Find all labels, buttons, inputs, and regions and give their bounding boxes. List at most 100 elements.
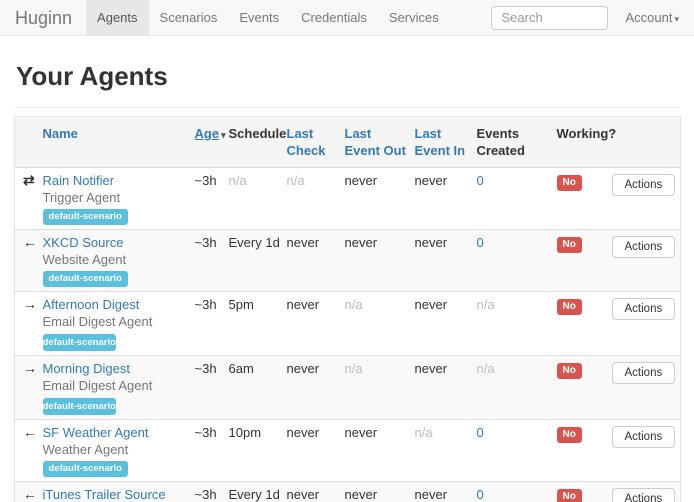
working-cell: No — [556, 481, 612, 502]
direction-cell: → — [14, 355, 43, 420]
last-event-in-cell: never — [414, 167, 477, 230]
events-count-link[interactable]: 0 — [476, 173, 484, 188]
table-row: ← XKCD Source Website Agent default-scen… — [14, 229, 681, 292]
age-column-header: Age ▾ — [194, 116, 229, 168]
actions-button-label: Actions — [624, 431, 663, 443]
agent-name-cell: Afternoon Digest Email Digest Agent defa… — [42, 291, 195, 356]
events-created-cell: n/a — [476, 355, 557, 420]
nav-item-services-label[interactable]: Services — [388, 9, 439, 25]
nav-item-services[interactable]: Services — [378, 0, 450, 36]
actions-cell: Actions — [611, 229, 681, 292]
agent-name-link[interactable]: Rain Notifier — [42, 173, 115, 188]
nav-item-credentials[interactable]: Credentials — [290, 0, 378, 36]
working-cell: No — [556, 229, 612, 292]
schedule-column-header: Schedule — [228, 116, 287, 168]
agent-name-cell: Rain Notifier Trigger Agent default-scen… — [42, 167, 195, 230]
agent-subline: Trigger Agent default-scenario — [42, 189, 189, 225]
last-event-in-cell: never — [414, 355, 477, 420]
agent-name-cell: XKCD Source Website Agent default-scenar… — [42, 229, 195, 292]
last-event-out-cell: never — [344, 167, 415, 230]
actions-button[interactable]: Actions — [611, 488, 676, 502]
agent-name-link[interactable]: Morning Digest — [42, 361, 130, 376]
scenario-badge[interactable]: default-scenario — [42, 398, 116, 415]
events-count-link[interactable]: 0 — [476, 235, 484, 250]
sort-by-name-link[interactable]: Name — [42, 126, 78, 141]
working-badge: No — [556, 489, 582, 502]
brand-huginn[interactable]: Huginn — [15, 7, 73, 28]
agent-subline: Weather Agent default-scenario — [42, 441, 189, 477]
account-label: Account — [625, 10, 673, 25]
events-count-link[interactable]: 0 — [476, 425, 484, 440]
caret-down-icon: ▾ — [674, 14, 679, 24]
arrow-left-icon: ← — [23, 486, 37, 502]
sort-by-last-event-out-link[interactable]: Last Event Out — [344, 126, 406, 158]
arrow-left-icon: ← — [23, 424, 37, 440]
schedule-cell: n/a — [228, 167, 287, 230]
sort-by-last-check-link[interactable]: Last Check — [286, 126, 326, 158]
agent-subline: Email Digest Agent default-scenario — [42, 377, 189, 415]
age-cell: ~3h — [194, 355, 229, 420]
agent-name-link[interactable]: Afternoon Digest — [42, 297, 140, 312]
actions-cell: Actions — [611, 355, 681, 420]
search-input[interactable] — [491, 5, 609, 30]
agent-name-link[interactable]: SF Weather Agent — [42, 425, 149, 440]
last-event-out-cell: never — [344, 481, 415, 502]
agent-type-label: Email Digest Agent — [42, 378, 153, 393]
working-column-header: Working? — [556, 116, 616, 168]
actions-button[interactable]: Actions — [611, 174, 676, 196]
nav-item-credentials-label[interactable]: Credentials — [301, 9, 367, 25]
agent-type-label: Website Agent — [42, 252, 127, 267]
agent-name-link[interactable]: XKCD Source — [42, 235, 124, 250]
agent-name-link[interactable]: iTunes Trailer Source — [42, 487, 166, 502]
scenario-badge[interactable]: default-scenario — [42, 271, 128, 287]
sort-by-age-link[interactable]: Age — [194, 126, 220, 141]
working-badge: No — [556, 175, 582, 191]
agent-name-cell: iTunes Trailer Source Website Agent defa… — [42, 481, 195, 502]
actions-button-label: Actions — [624, 493, 663, 502]
scenario-badge[interactable]: default-scenario — [42, 209, 128, 225]
working-cell: No — [556, 167, 612, 230]
nav-item-agents[interactable]: Agents — [86, 0, 149, 36]
events-created-cell: 0 — [476, 167, 557, 230]
arrow-right-icon: → — [23, 296, 37, 312]
scenario-badge[interactable]: default-scenario — [42, 334, 116, 351]
title-divider — [14, 107, 680, 108]
navbar: Huginn Agents Scenarios Events Credentia… — [0, 0, 694, 36]
actions-cell: Actions — [611, 481, 681, 502]
table-row: ← SF Weather Agent Weather Agent default… — [14, 419, 681, 482]
sort-by-last-event-in-link[interactable]: Last Event In — [414, 126, 466, 158]
events-count-link[interactable]: 0 — [476, 487, 484, 502]
name-column-header: Name — [42, 116, 195, 168]
actions-button[interactable]: Actions — [611, 362, 676, 384]
schedule-cell: 5pm — [228, 291, 287, 356]
nav-item-events[interactable]: Events — [228, 0, 290, 36]
direction-cell: ← — [14, 229, 43, 292]
nav-item-events-label[interactable]: Events — [239, 9, 280, 25]
actions-column-header — [611, 116, 681, 168]
nav-item-scenarios[interactable]: Scenarios — [149, 0, 229, 36]
last-check-cell: never — [286, 481, 345, 502]
last-event-in-column-header: Last Event In — [414, 116, 477, 168]
working-column-label: Working? — [556, 126, 617, 141]
actions-button[interactable]: Actions — [611, 298, 676, 320]
scenario-badge[interactable]: default-scenario — [42, 461, 128, 477]
schedule-cell: Every 1d — [228, 229, 287, 292]
account-menu[interactable]: Account ▾ — [625, 10, 679, 25]
table-row: ⇄ Rain Notifier Trigger Agent default-sc… — [14, 167, 681, 230]
actions-cell: Actions — [611, 419, 681, 482]
nav-item-agents-label[interactable]: Agents — [86, 0, 149, 36]
table-row: ← iTunes Trailer Source Website Agent de… — [14, 481, 681, 502]
schedule-cell: Every 1d — [228, 481, 287, 502]
page-title: Your Agents — [16, 61, 168, 91]
last-check-cell: never — [286, 419, 345, 482]
working-badge: No — [556, 299, 582, 315]
actions-button[interactable]: Actions — [611, 236, 676, 258]
nav-item-scenarios-label[interactable]: Scenarios — [159, 9, 218, 25]
actions-button-label: Actions — [624, 179, 663, 191]
actions-button[interactable]: Actions — [611, 426, 676, 448]
working-badge: No — [556, 427, 582, 443]
table-row: → Afternoon Digest Email Digest Agent de… — [14, 291, 681, 356]
table-row: → Morning Digest Email Digest Agent defa… — [14, 355, 681, 420]
age-cell: ~3h — [194, 291, 229, 356]
last-event-out-cell: n/a — [344, 291, 415, 356]
